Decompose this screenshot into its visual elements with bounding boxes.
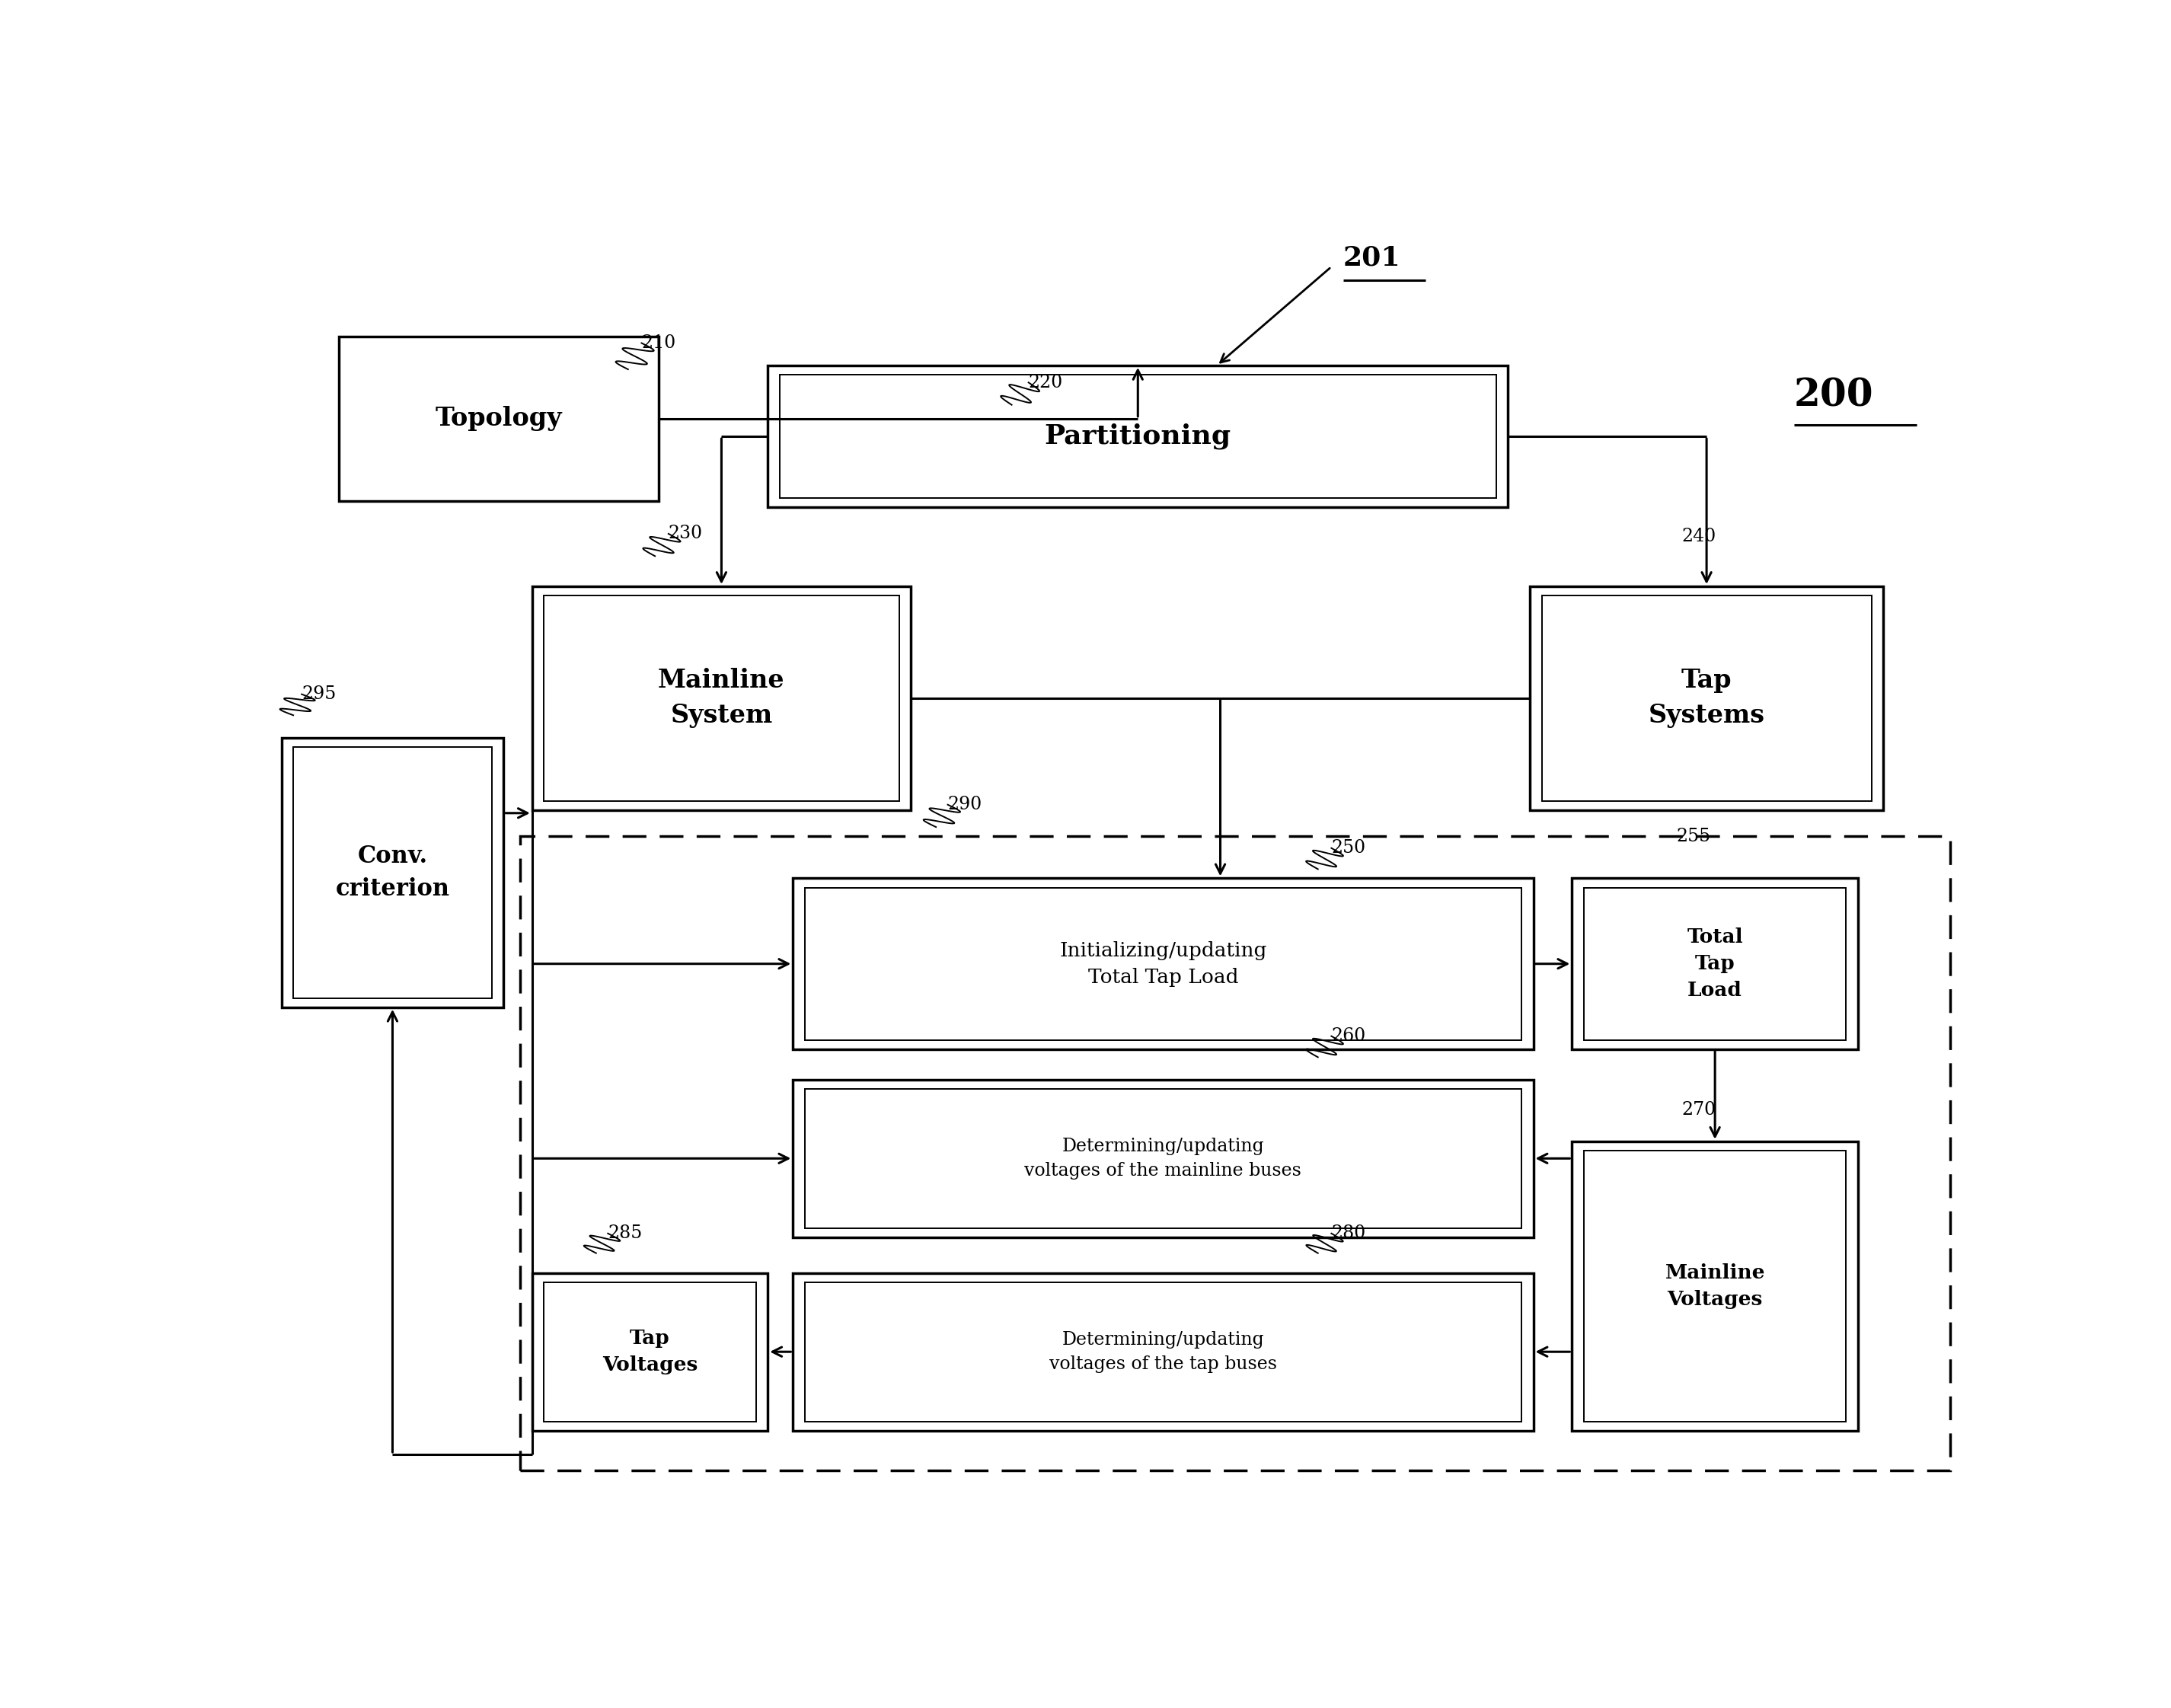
Text: 260: 260 (1331, 1028, 1366, 1045)
Text: 230: 230 (669, 524, 703, 543)
Bar (282, 738, 504, 1008)
Text: 285: 285 (608, 1225, 643, 1242)
Text: 201: 201 (1344, 244, 1400, 270)
Text: Total
Tap
Load: Total Tap Load (1687, 927, 1743, 999)
Bar (805, 888, 1522, 1040)
Bar (293, 746, 493, 997)
Text: 220: 220 (1029, 374, 1064, 391)
Bar (1531, 586, 1882, 810)
Text: Determining/updating
voltages of the tap buses: Determining/updating voltages of the tap… (1049, 1331, 1277, 1373)
Bar (805, 1088, 1522, 1228)
Bar (532, 586, 912, 810)
Bar (339, 336, 658, 500)
Text: Mainline
System: Mainline System (658, 668, 786, 728)
Text: Partitioning: Partitioning (1044, 424, 1231, 449)
Bar (769, 366, 1509, 507)
Bar (792, 1272, 1533, 1431)
Bar (545, 596, 899, 801)
Bar (1572, 1141, 1858, 1431)
Bar (779, 374, 1496, 499)
Text: Determining/updating
voltages of the mainline buses: Determining/updating voltages of the mai… (1025, 1138, 1303, 1180)
Bar (1541, 596, 1871, 801)
Text: Mainline
Voltages: Mainline Voltages (1665, 1264, 1765, 1308)
Bar (1585, 1151, 1845, 1421)
Text: Topology: Topology (434, 407, 562, 430)
Bar (792, 878, 1533, 1049)
Text: 295: 295 (302, 685, 337, 704)
Text: Tap
Voltages: Tap Voltages (601, 1329, 697, 1375)
Text: Initializing/updating
Total Tap Load: Initializing/updating Total Tap Load (1059, 941, 1268, 987)
Bar (792, 1079, 1533, 1237)
Bar (1585, 888, 1845, 1040)
Text: 210: 210 (643, 335, 675, 352)
Text: 290: 290 (949, 796, 981, 813)
Bar (1572, 878, 1858, 1049)
Text: Conv.
criterion: Conv. criterion (334, 844, 449, 900)
Text: 280: 280 (1331, 1225, 1366, 1242)
Text: 255: 255 (1676, 827, 1711, 845)
Text: 250: 250 (1331, 839, 1366, 857)
Bar (805, 1283, 1522, 1421)
Text: 270: 270 (1680, 1102, 1715, 1119)
Text: 240: 240 (1680, 528, 1715, 545)
Bar (521, 837, 1950, 1471)
Bar (532, 1272, 769, 1431)
Text: 200: 200 (1793, 377, 1874, 415)
Text: Tap
Systems: Tap Systems (1648, 668, 1765, 728)
Bar (545, 1283, 756, 1421)
